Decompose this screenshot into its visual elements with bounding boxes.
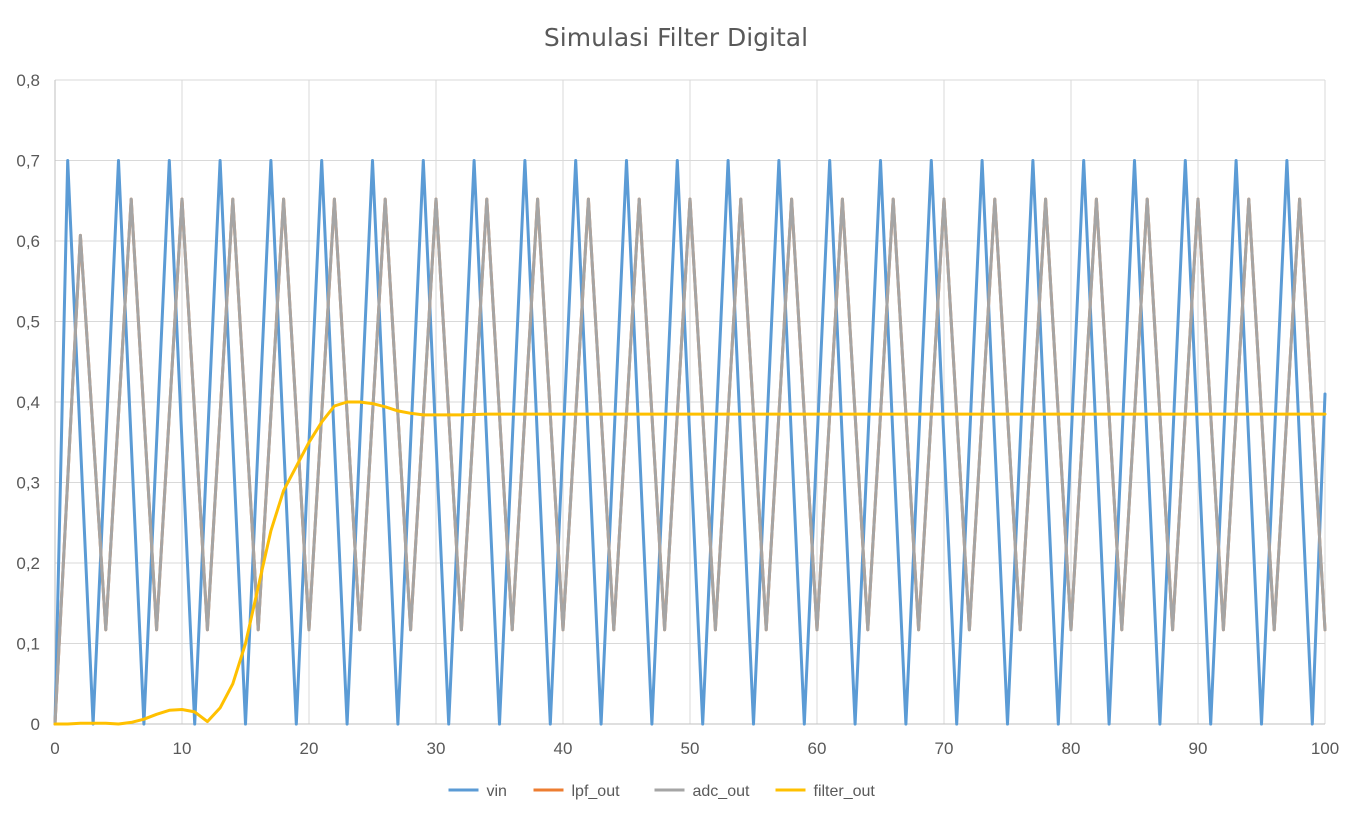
y-tick-label: 0,2 xyxy=(16,554,40,573)
legend: vin lpf_out adc_out filter_out xyxy=(448,783,876,800)
axes xyxy=(54,80,1325,725)
x-tick-label: 0 xyxy=(50,739,59,758)
x-tick-label: 10 xyxy=(173,739,192,758)
legend-item-filter-out: filter_out xyxy=(775,783,876,800)
y-tick-label: 0,5 xyxy=(16,313,40,332)
legend-label: vin xyxy=(487,783,507,800)
x-axis-tick-labels: 0 10 20 30 40 50 60 70 80 90 100 xyxy=(50,739,1339,758)
series-group xyxy=(53,159,1327,726)
x-tick-label: 90 xyxy=(1189,739,1208,758)
y-tick-label: 0,4 xyxy=(16,393,40,412)
y-axis-tick-labels: 0 0,1 0,2 0,3 0,4 0,5 0,6 0,7 0,8 xyxy=(16,71,40,734)
legend-item-adc-out: adc_out xyxy=(654,783,750,800)
legend-item-lpf-out: lpf_out xyxy=(533,783,621,800)
legend-label: lpf_out xyxy=(572,783,621,800)
legend-item-vin: vin xyxy=(448,783,507,800)
chart-title: Simulasi Filter Digital xyxy=(544,23,808,52)
legend-label: filter_out xyxy=(814,783,876,800)
x-tick-label: 50 xyxy=(681,739,700,758)
y-tick-label: 0,1 xyxy=(16,635,40,654)
x-tick-label: 40 xyxy=(554,739,573,758)
legend-label: adc_out xyxy=(693,783,750,800)
y-tick-label: 0,3 xyxy=(16,474,40,493)
y-tick-label: 0,7 xyxy=(16,152,40,171)
series-line-adc-out xyxy=(53,197,1327,726)
x-tick-label: 80 xyxy=(1062,739,1081,758)
x-tick-label: 70 xyxy=(935,739,954,758)
x-tick-label: 60 xyxy=(808,739,827,758)
series-line-vin xyxy=(53,159,1327,726)
x-tick-label: 30 xyxy=(427,739,446,758)
x-tick-label: 100 xyxy=(1311,739,1339,758)
y-tick-label: 0,6 xyxy=(16,232,40,251)
x-tick-label: 20 xyxy=(300,739,319,758)
y-tick-label: 0 xyxy=(31,715,40,734)
series-line-filter-out xyxy=(53,400,1327,726)
y-tick-label: 0,8 xyxy=(16,71,40,90)
